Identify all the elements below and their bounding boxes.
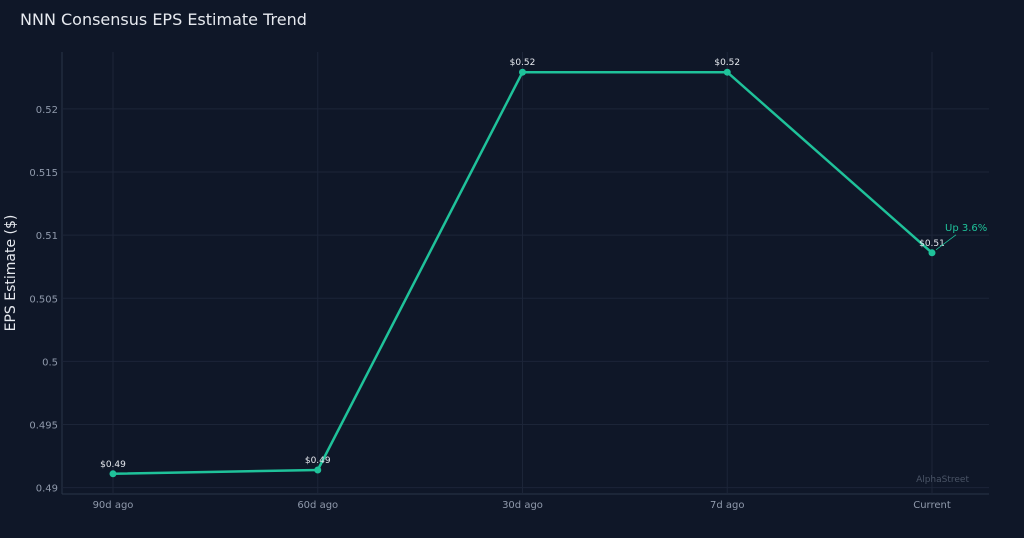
y-tick-label: 0.5 xyxy=(42,357,58,368)
annotation-text: Up 3.6% xyxy=(945,223,987,234)
data-labels: $0.49 $0.49 $0.52 $0.52 $0.51 xyxy=(100,58,945,470)
data-label: $0.52 xyxy=(714,58,740,68)
y-tick-label: 0.495 xyxy=(29,421,58,432)
x-tick-label: 30d ago xyxy=(502,500,543,511)
data-label: $0.52 xyxy=(510,58,536,68)
data-label: $0.51 xyxy=(919,239,945,249)
data-point xyxy=(928,249,936,257)
data-point xyxy=(723,68,731,76)
y-tick-label: 0.52 xyxy=(36,105,58,116)
x-axis-ticks: 90d ago 60d ago 30d ago 7d ago Current xyxy=(93,500,951,511)
x-tick-label: 90d ago xyxy=(93,500,134,511)
y-axis-title: EPS Estimate ($) xyxy=(3,215,19,332)
y-axis-ticks: 0.49 0.495 0.5 0.505 0.51 0.515 0.52 xyxy=(29,105,58,495)
chart-title: NNN Consensus EPS Estimate Trend xyxy=(20,10,307,29)
y-tick-label: 0.51 xyxy=(36,231,58,242)
data-point xyxy=(314,466,322,474)
data-label: $0.49 xyxy=(100,460,126,470)
series-eps xyxy=(109,68,936,478)
data-point xyxy=(109,470,117,478)
annotation-connector xyxy=(935,234,957,251)
plot-frame xyxy=(61,52,989,495)
watermark: AlphaStreet xyxy=(916,475,969,485)
annotation: Up 3.6% xyxy=(935,223,987,251)
x-tick-label: 7d ago xyxy=(710,500,744,511)
grid-lines xyxy=(62,52,989,494)
y-tick-label: 0.515 xyxy=(29,168,58,179)
y-tick-label: 0.505 xyxy=(29,294,58,305)
y-tick-label: 0.49 xyxy=(36,484,58,495)
x-tick-label: 60d ago xyxy=(297,500,338,511)
x-tick-label: Current xyxy=(913,500,951,511)
data-label: $0.49 xyxy=(305,456,331,466)
data-point xyxy=(519,68,526,76)
